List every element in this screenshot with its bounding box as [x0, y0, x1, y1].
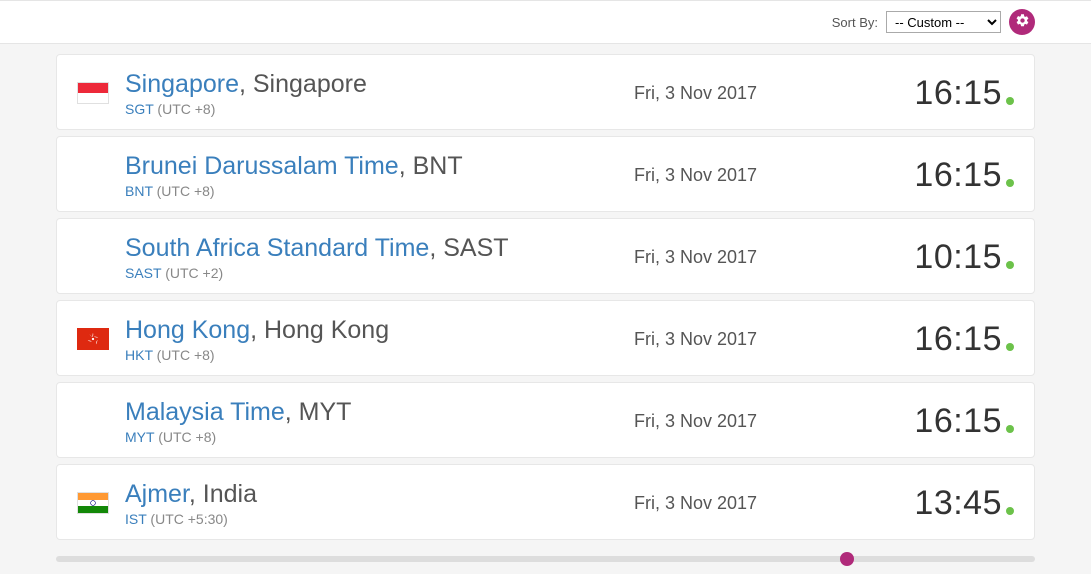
location-suffix: , SAST — [429, 234, 508, 262]
utc-offset: (UTC +5:30) — [150, 511, 227, 527]
utc-offset: (UTC +8) — [158, 429, 216, 445]
utc-offset: (UTC +2) — [165, 265, 223, 281]
location-link[interactable]: Malaysia Time — [125, 398, 285, 426]
timezone-list: Singapore, SingaporeSGT (UTC +8)Fri, 3 N… — [0, 44, 1091, 540]
utc-offset: (UTC +8) — [157, 347, 215, 363]
date-text: Fri, 3 Nov 2017 — [634, 411, 834, 432]
status-dot-icon — [1006, 179, 1014, 187]
timezone-line: IST (UTC +5:30) — [125, 511, 634, 527]
timezone-row[interactable]: Ajmer, IndiaIST (UTC +5:30)Fri, 3 Nov 20… — [56, 464, 1035, 540]
time-text: 13:45 — [834, 484, 1014, 523]
time-text: 16:15 — [834, 74, 1014, 113]
flag-sg-icon — [77, 82, 109, 104]
flag-placeholder — [77, 246, 109, 268]
timezone-abbr-link[interactable]: SAST — [125, 265, 161, 281]
status-dot-icon — [1006, 97, 1014, 105]
flag-placeholder — [77, 164, 109, 186]
location-title: Ajmer, India — [125, 479, 634, 509]
date-text: Fri, 3 Nov 2017 — [634, 83, 834, 104]
timezone-abbr-link[interactable]: IST — [125, 511, 147, 527]
timezone-row[interactable]: South Africa Standard Time, SAST SAST (UT… — [56, 218, 1035, 294]
status-dot-icon — [1006, 425, 1014, 433]
settings-button[interactable] — [1009, 9, 1035, 35]
sort-by-select[interactable]: -- Custom -- — [886, 11, 1001, 33]
location-suffix: , Hong Kong — [250, 316, 389, 344]
location-block: Hong Kong, Hong Kong HKT (UTC +8) — [125, 315, 634, 363]
utc-offset: (UTC +8) — [157, 183, 215, 199]
timezone-row[interactable]: Hong Kong, Hong KongHKT (UTC +8)Fri, 3 N… — [56, 300, 1035, 376]
location-suffix: , India — [189, 480, 257, 508]
time-text: 16:15 — [834, 402, 1014, 441]
flag-hk-icon — [77, 328, 109, 350]
location-suffix: , BNT — [399, 152, 463, 180]
timezone-abbr-link[interactable]: SGT — [125, 101, 154, 117]
timezone-abbr-link[interactable]: MYT — [125, 429, 154, 445]
timezone-line: HKT (UTC +8) — [125, 347, 634, 363]
utc-offset: (UTC +8) — [157, 101, 215, 117]
location-title: Hong Kong, Hong Kong — [125, 315, 634, 345]
flag-in-icon — [77, 492, 109, 514]
location-title: South Africa Standard Time, SAST — [125, 233, 634, 263]
topbar: Sort By: -- Custom -- — [0, 0, 1091, 44]
location-link[interactable]: Ajmer — [125, 480, 189, 508]
date-text: Fri, 3 Nov 2017 — [634, 493, 834, 514]
status-dot-icon — [1006, 261, 1014, 269]
time-value: 16:15 — [914, 74, 1002, 112]
status-dot-icon — [1006, 507, 1014, 515]
timezone-line: MYT (UTC +8) — [125, 429, 634, 445]
location-link[interactable]: Singapore — [125, 70, 239, 98]
location-title: Brunei Darussalam Time, BNT — [125, 151, 634, 181]
timezone-line: SGT (UTC +8) — [125, 101, 634, 117]
timezone-abbr-link[interactable]: HKT — [125, 347, 153, 363]
location-title: Singapore, Singapore — [125, 69, 634, 99]
time-value: 10:15 — [914, 238, 1002, 276]
time-value: 16:15 — [914, 320, 1002, 358]
timezone-row[interactable]: Brunei Darussalam Time, BNTBNT (UTC +8)F… — [56, 136, 1035, 212]
location-block: Malaysia Time, MYT MYT (UTC +8) — [125, 397, 634, 445]
date-text: Fri, 3 Nov 2017 — [634, 247, 834, 268]
location-link[interactable]: Hong Kong — [125, 316, 250, 344]
timezone-abbr-link[interactable]: BNT — [125, 183, 153, 199]
time-text: 16:15 — [834, 320, 1014, 359]
date-text: Fri, 3 Nov 2017 — [634, 165, 834, 186]
gear-icon — [1015, 13, 1030, 31]
timezone-row[interactable]: Malaysia Time, MYTMYT (UTC +8)Fri, 3 Nov… — [56, 382, 1035, 458]
status-dot-icon — [1006, 343, 1014, 351]
location-block: Ajmer, India IST (UTC +5:30) — [125, 479, 634, 527]
slider-track — [56, 556, 1035, 562]
location-link[interactable]: Brunei Darussalam Time — [125, 152, 399, 180]
location-link[interactable]: South Africa Standard Time — [125, 234, 429, 262]
time-value: 16:15 — [914, 402, 1002, 440]
time-value: 16:15 — [914, 156, 1002, 194]
time-value: 13:45 — [914, 484, 1002, 522]
timezone-line: SAST (UTC +2) — [125, 265, 634, 281]
location-suffix: , MYT — [285, 398, 352, 426]
sort-by-label: Sort By: — [832, 15, 878, 30]
location-suffix: , Singapore — [239, 70, 367, 98]
location-title: Malaysia Time, MYT — [125, 397, 634, 427]
time-text: 10:15 — [834, 238, 1014, 277]
timezone-line: BNT (UTC +8) — [125, 183, 634, 199]
slider-thumb[interactable] — [840, 552, 854, 566]
location-block: Singapore, Singapore SGT (UTC +8) — [125, 69, 634, 117]
location-block: South Africa Standard Time, SAST SAST (UT… — [125, 233, 634, 281]
date-text: Fri, 3 Nov 2017 — [634, 329, 834, 350]
location-block: Brunei Darussalam Time, BNT BNT (UTC +8) — [125, 151, 634, 199]
time-text: 16:15 — [834, 156, 1014, 195]
timezone-row[interactable]: Singapore, SingaporeSGT (UTC +8)Fri, 3 N… — [56, 54, 1035, 130]
flag-placeholder — [77, 410, 109, 432]
time-slider[interactable] — [0, 546, 1091, 562]
